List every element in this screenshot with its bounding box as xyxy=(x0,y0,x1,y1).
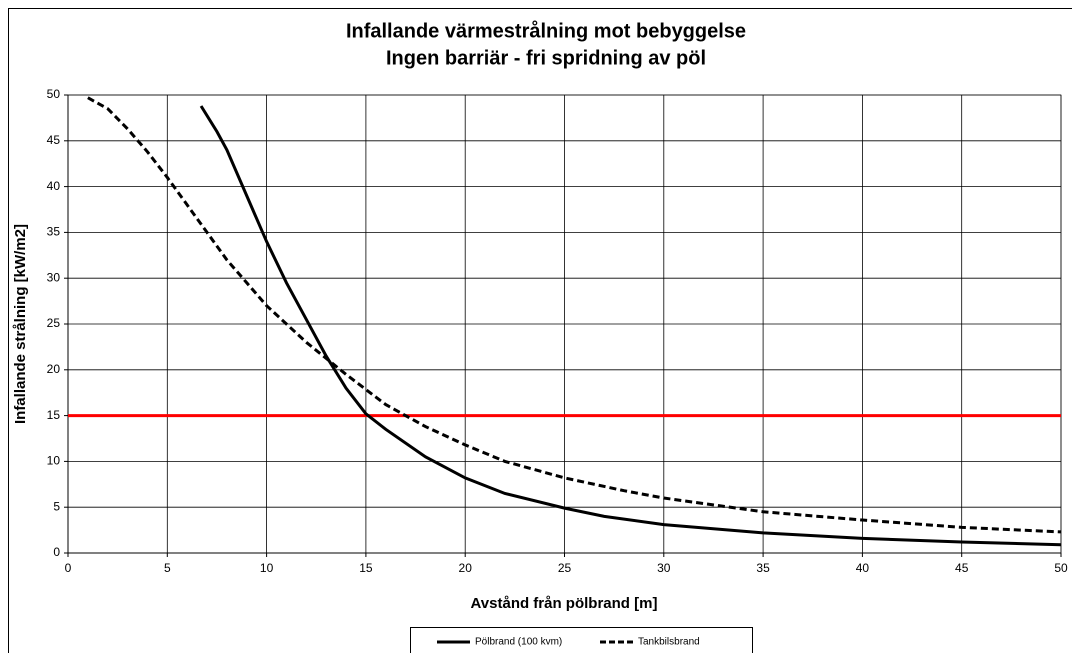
x-tick-label: 45 xyxy=(955,561,969,575)
x-tick-label: 35 xyxy=(756,561,770,575)
y-tick-label: 40 xyxy=(47,179,61,193)
y-tick-label: 5 xyxy=(53,499,60,513)
legend-box xyxy=(410,627,753,653)
x-tick-label: 10 xyxy=(260,561,274,575)
x-tick-label: 30 xyxy=(657,561,671,575)
x-tick-label: 0 xyxy=(65,561,72,575)
legend-label: Pölbrand (100 kvm) xyxy=(475,637,562,648)
legend-label: Tankbilsbrand xyxy=(638,637,700,648)
y-tick-label: 0 xyxy=(53,545,60,559)
y-tick-label: 50 xyxy=(47,87,61,101)
y-tick-label: 25 xyxy=(47,316,61,330)
x-tick-label: 20 xyxy=(459,561,473,575)
series-line xyxy=(87,96,1062,534)
x-tick-label: 5 xyxy=(164,561,171,575)
y-tick-label: 30 xyxy=(47,270,61,284)
series-line xyxy=(199,105,1062,547)
x-tick-label: 40 xyxy=(856,561,870,575)
y-tick-label: 20 xyxy=(47,362,61,376)
chart-title: Infallande värmestrålning mot bebyggelse xyxy=(346,19,746,42)
x-tick-label: 25 xyxy=(558,561,572,575)
x-axis-label: Avstånd från pölbrand [m] xyxy=(471,595,658,612)
y-tick-label: 10 xyxy=(47,454,61,468)
x-tick-label: 15 xyxy=(359,561,373,575)
y-tick-label: 15 xyxy=(47,408,61,422)
y-tick-label: 35 xyxy=(47,225,61,239)
y-axis-label: Infallande strålning [kW/m2] xyxy=(12,224,29,424)
x-tick-label: 50 xyxy=(1054,561,1068,575)
chart-subtitle: Ingen barriär - fri spridning av pöl xyxy=(386,47,706,69)
y-tick-label: 45 xyxy=(47,133,61,147)
